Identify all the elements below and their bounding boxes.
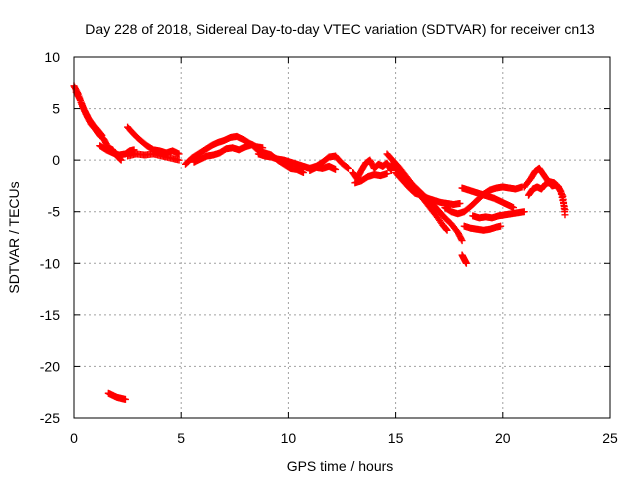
series-arc-22 [104, 389, 129, 403]
data-point-marker [343, 164, 351, 172]
data-point-marker [175, 150, 183, 158]
data-point-marker [497, 222, 505, 230]
series-arc-14 [392, 169, 464, 208]
series-arc-11 [351, 170, 391, 187]
x-tick-label: 20 [495, 430, 511, 446]
data-point-marker [121, 395, 129, 403]
x-tick-label: 10 [281, 430, 297, 446]
y-axis-label: SDTVAR / TECUs [6, 181, 22, 293]
data-point-marker [76, 95, 84, 103]
data-point-marker [130, 146, 138, 154]
data-point-marker [510, 204, 518, 212]
y-tick-label: -10 [40, 255, 60, 271]
x-tick-label: 15 [388, 430, 404, 446]
series-arc-16 [458, 184, 518, 212]
data-point-marker [344, 164, 352, 172]
data-point-marker [558, 191, 566, 199]
series-arc-8 [254, 150, 352, 172]
data-point-marker [97, 131, 105, 139]
x-tick-label: 0 [70, 430, 78, 446]
data-point-marker [442, 225, 450, 233]
data-point-marker [557, 188, 565, 196]
plot-frame [73, 56, 611, 419]
tick-labels: 0 5 10 15 20 25 10 5 0 -5 -10 -15 -20 -25 [40, 49, 618, 446]
y-tick-label: -5 [48, 204, 61, 220]
data-point-marker [98, 131, 106, 139]
data-point-marker [456, 199, 464, 207]
x-axis-label: GPS time / hours [287, 458, 394, 474]
series-arc-4 [124, 123, 183, 158]
series-arc-10 [349, 156, 395, 183]
data-point-marker [556, 186, 564, 194]
y-tick-label: 0 [52, 152, 60, 168]
data-point-marker [332, 165, 340, 173]
series-arc-21 [525, 178, 569, 219]
series-arc-2 [72, 88, 106, 139]
series-arc-3 [96, 142, 138, 159]
data-point-marker [387, 166, 395, 174]
series-arc-5 [124, 150, 183, 164]
data-point-marker [557, 189, 565, 197]
data-point-marker [561, 211, 569, 219]
data-point-marker [457, 235, 465, 243]
y-tick-label: 5 [52, 101, 60, 117]
series-arc-19 [460, 222, 505, 234]
data-point-marker [462, 259, 470, 267]
data-point-marker [443, 226, 451, 234]
x-tick-label: 5 [177, 430, 185, 446]
data-point-marker [383, 170, 391, 178]
chart-title: Day 228 of 2018, Sidereal Day-to-day VTE… [85, 21, 595, 37]
data-point-marker [520, 208, 528, 216]
series-arc-9 [306, 162, 340, 174]
x-tick-label: 25 [602, 430, 618, 446]
data-point-marker [555, 183, 563, 191]
data-points [70, 82, 569, 403]
data-point-marker [458, 237, 466, 245]
data-point-marker [299, 169, 307, 177]
data-point-marker [175, 156, 183, 164]
data-point-marker [555, 185, 563, 193]
y-tick-label: -20 [40, 358, 60, 374]
y-tick-label: -25 [40, 410, 60, 426]
y-tick-label: -15 [40, 307, 60, 323]
series-arc-18 [458, 251, 470, 267]
series-arc-17 [469, 208, 528, 222]
y-tick-label: 10 [44, 49, 60, 65]
